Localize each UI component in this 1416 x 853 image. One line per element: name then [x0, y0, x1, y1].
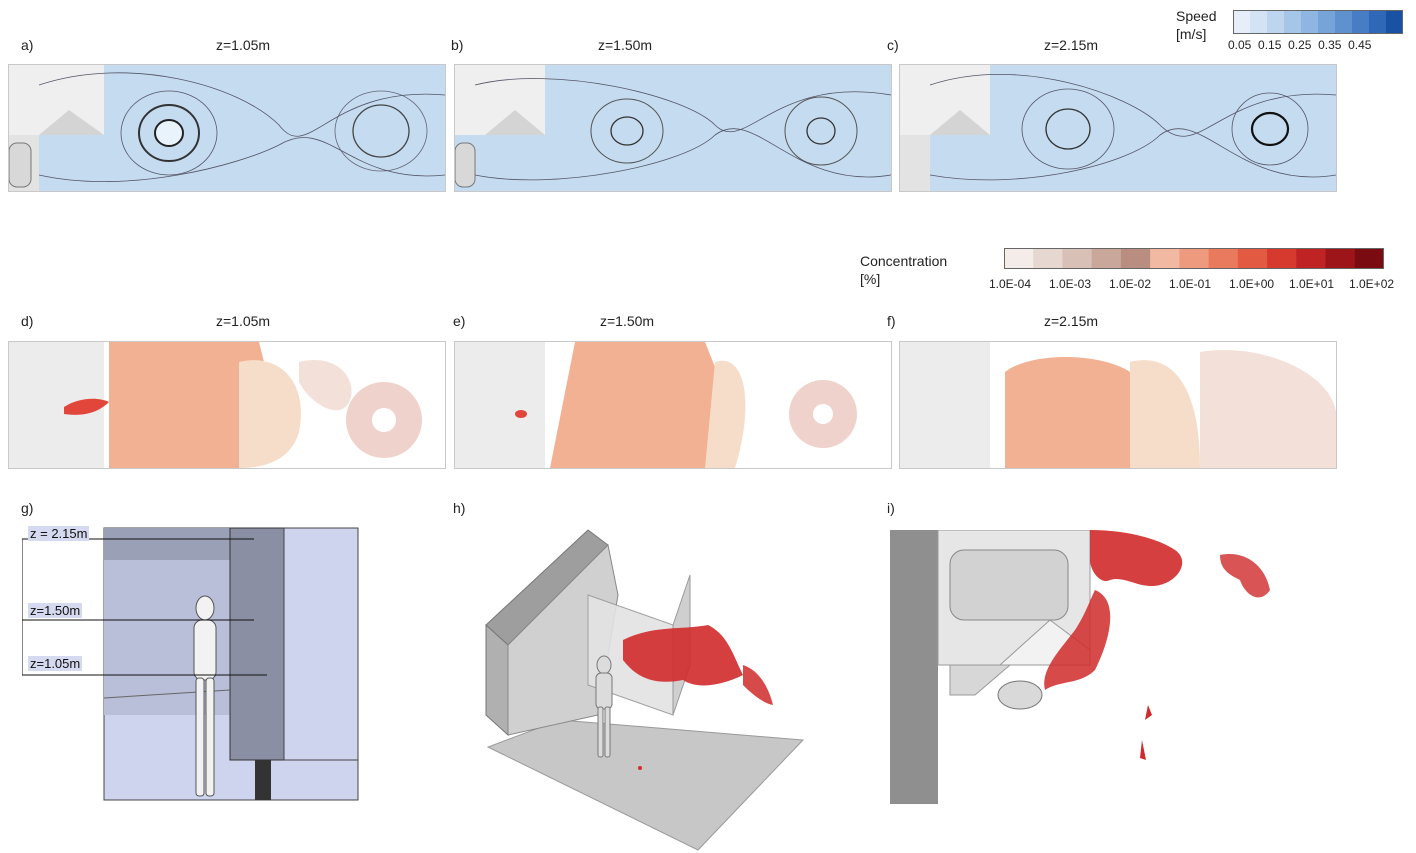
concentration-colorbar-swatch-4 — [1091, 248, 1122, 269]
concentration-colorbar-swatch-3 — [1062, 248, 1093, 269]
speed-colorbar — [1233, 10, 1403, 34]
level-label-2-15: z = 2.15m — [28, 526, 90, 541]
speed-colorbar-swatch-1 — [1233, 10, 1251, 34]
panel-b-label: b) — [451, 37, 464, 53]
concentration-colorbar-swatch-7 — [1179, 248, 1210, 269]
level-label-1-50: z=1.50m — [28, 603, 83, 618]
concentration-colorbar-swatch-5 — [1120, 248, 1151, 269]
concentration-colorbar-swatch-13 — [1354, 248, 1384, 269]
conc-tick-3: 1.0E-02 — [1109, 277, 1152, 291]
concentration-colorbar-swatch-6 — [1150, 248, 1180, 269]
concentration-colorbar — [1004, 248, 1384, 269]
speed-legend-title: Speed [m/s] — [1176, 7, 1216, 43]
concentration-colorbar-swatch-9 — [1237, 248, 1268, 269]
speed-colorbar-swatch-9 — [1369, 10, 1387, 34]
concentration-panel-f — [899, 341, 1337, 469]
speed-colorbar-swatch-6 — [1318, 10, 1336, 34]
concentration-legend-title: Concentration [%] — [860, 252, 947, 288]
concentration-colorbar-swatch-12 — [1325, 248, 1356, 269]
speed-tick-4: 0.35 — [1318, 38, 1342, 52]
concentration-legend-label: Concentration — [860, 253, 948, 269]
speed-colorbar-swatch-2 — [1250, 10, 1268, 34]
panel-g-label: g) — [21, 500, 34, 516]
panel-c-label: c) — [887, 37, 899, 53]
top-view-panel — [890, 530, 1376, 804]
speed-tick-5: 0.45 — [1348, 38, 1372, 52]
panel-d-label: d) — [21, 313, 34, 329]
conc-tick-7: 1.0E+02 — [1349, 277, 1395, 291]
panel-b-title: z=1.50m — [598, 37, 653, 53]
speed-colorbar-swatch-5 — [1301, 10, 1319, 34]
concentration-panel-e — [454, 341, 892, 469]
conc-tick-2: 1.0E-03 — [1049, 277, 1092, 291]
speed-colorbar-swatch-4 — [1284, 10, 1302, 34]
panel-a-label: a) — [21, 37, 34, 53]
concentration-panel-d — [8, 341, 446, 469]
side-view-panel — [22, 520, 414, 808]
panel-e-label: e) — [453, 313, 466, 329]
speed-tick-1: 0.05 — [1228, 38, 1252, 52]
speed-legend-label: Speed — [1176, 8, 1217, 24]
level-label-1-05: z=1.05m — [28, 656, 83, 671]
concentration-colorbar-border — [1004, 248, 1384, 269]
speed-colorbar-border — [1233, 10, 1403, 34]
panel-e-title: z=1.50m — [600, 313, 655, 329]
panel-a-title: z=1.05m — [216, 37, 271, 53]
conc-tick-4: 1.0E-01 — [1169, 277, 1212, 291]
speed-legend-unit: [m/s] — [1176, 26, 1207, 42]
speed-colorbar-swatch-7 — [1335, 10, 1353, 34]
panel-f-title: z=2.15m — [1044, 313, 1099, 329]
concentration-colorbar-swatch-1 — [1004, 248, 1034, 269]
panel-i-label: i) — [887, 500, 895, 516]
speed-colorbar-ticks: 0.05 0.15 0.25 0.35 0.45 — [1228, 38, 1371, 52]
panel-h-label: h) — [453, 500, 466, 516]
speed-colorbar-swatch-3 — [1267, 10, 1285, 34]
conc-tick-1: 1.0E-04 — [989, 277, 1032, 291]
panel-d-title: z=1.05m — [216, 313, 271, 329]
panel-f-label: f) — [887, 313, 896, 329]
speed-panel-b — [454, 64, 892, 192]
concentration-colorbar-swatch-8 — [1208, 248, 1239, 269]
concentration-colorbar-ticks: 1.0E-04 1.0E-03 1.0E-02 1.0E-01 1.0E+00 1.0E+… — [989, 277, 1401, 291]
speed-panel-a — [8, 64, 446, 192]
speed-tick-2: 0.15 — [1258, 38, 1282, 52]
concentration-colorbar-swatch-10 — [1267, 248, 1297, 269]
speed-tick-3: 0.25 — [1288, 38, 1312, 52]
speed-colorbar-swatch-8 — [1352, 10, 1370, 34]
concentration-colorbar-swatch-2 — [1033, 248, 1063, 269]
speed-panel-c — [899, 64, 1337, 192]
panel-c-title: z=2.15m — [1044, 37, 1099, 53]
concentration-legend-unit: [%] — [860, 271, 881, 287]
conc-tick-6: 1.0E+01 — [1289, 277, 1335, 291]
concentration-colorbar-swatch-11 — [1296, 248, 1327, 269]
conc-tick-5: 1.0E+00 — [1229, 277, 1275, 291]
isometric-view-panel — [468, 515, 828, 853]
speed-colorbar-swatch-10 — [1386, 10, 1403, 34]
